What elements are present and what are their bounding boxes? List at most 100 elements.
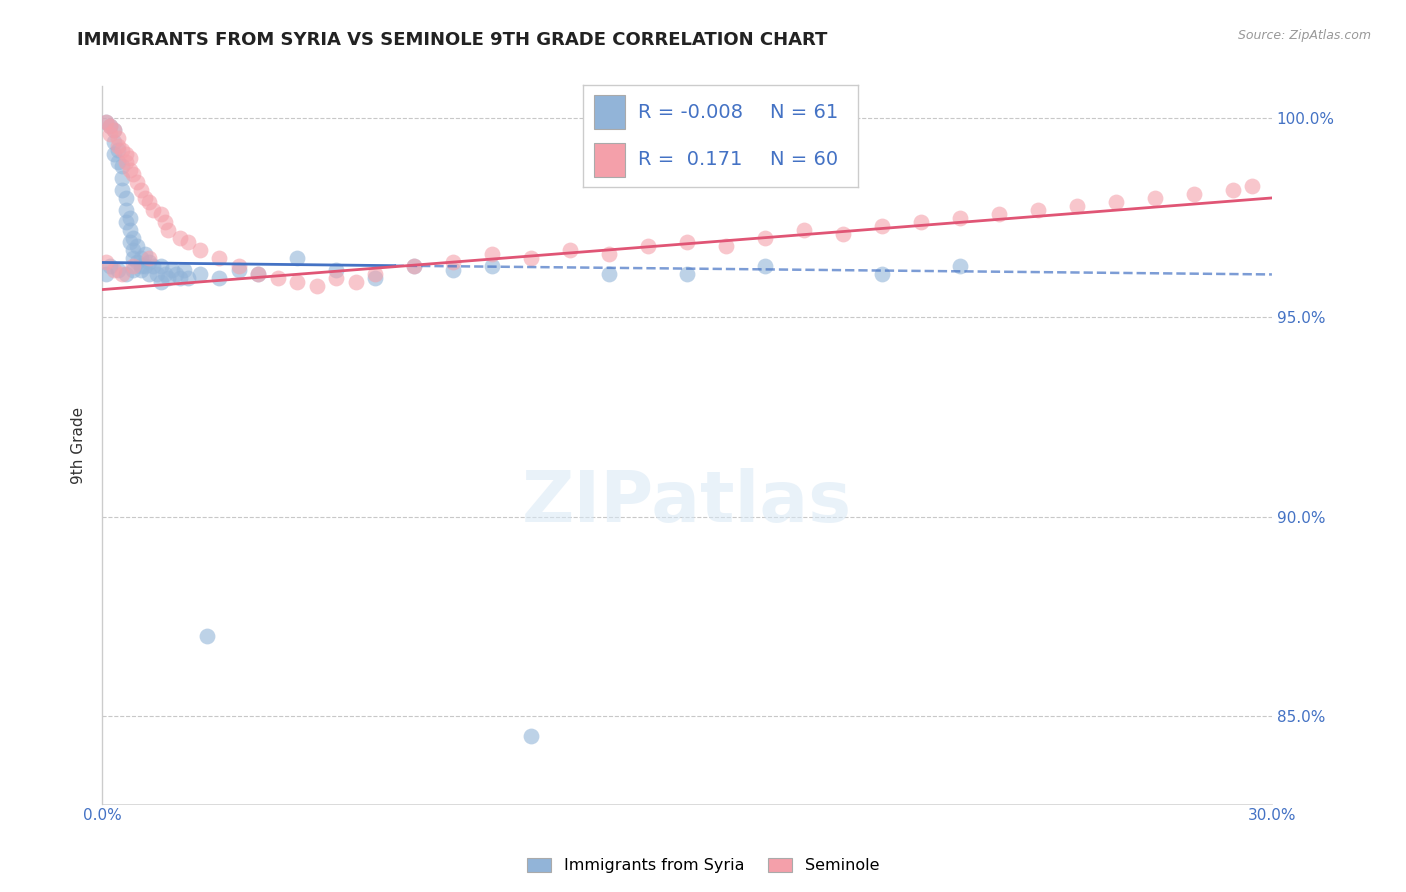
Point (149, 275, 172, 289)
Point (364, 267, 387, 281)
Point (228, 262, 250, 277)
Point (441, 262, 464, 277)
Point (208, 270, 231, 285)
FancyBboxPatch shape (595, 144, 624, 177)
Point (949, 259, 972, 273)
Point (138, 251, 160, 265)
Point (122, 259, 145, 273)
Point (173, 262, 195, 277)
Point (134, 246, 156, 260)
Point (111, 183, 134, 197)
Point (157, 223, 180, 237)
Point (114, 155, 136, 169)
Point (118, 151, 141, 165)
Point (285, 275, 308, 289)
Point (94, 254, 117, 268)
Text: N = 61: N = 61 (770, 103, 838, 122)
Y-axis label: 9th Grade: 9th Grade (72, 407, 86, 483)
Point (162, 262, 184, 277)
Point (1222, 183, 1244, 197)
Point (103, 262, 125, 277)
Point (1105, 194, 1128, 209)
Point (138, 254, 160, 268)
Point (188, 243, 211, 257)
Point (364, 270, 387, 285)
Point (558, 243, 581, 257)
Point (793, 223, 815, 237)
Point (98, 127, 121, 141)
Point (103, 123, 125, 137)
Point (94, 115, 117, 129)
Point (325, 270, 347, 285)
Point (122, 251, 145, 265)
Point (177, 235, 200, 249)
Point (481, 259, 503, 273)
Point (714, 239, 737, 253)
Point (520, 729, 543, 743)
FancyBboxPatch shape (595, 95, 624, 128)
Point (146, 267, 169, 281)
Point (134, 259, 156, 273)
Point (870, 267, 893, 281)
Point (754, 259, 776, 273)
Point (637, 239, 659, 253)
Point (103, 147, 125, 161)
Point (247, 267, 270, 281)
Point (98, 119, 121, 133)
Point (129, 251, 152, 265)
Point (285, 251, 308, 265)
Point (127, 254, 149, 268)
Point (169, 270, 191, 285)
Point (107, 155, 129, 169)
Legend: Immigrants from Syria, Seminole: Immigrants from Syria, Seminole (520, 851, 886, 880)
Point (481, 246, 503, 260)
Point (127, 239, 149, 253)
Point (118, 211, 141, 225)
Point (103, 135, 125, 149)
Point (134, 191, 156, 205)
Point (111, 143, 134, 157)
Point (149, 259, 172, 273)
Point (404, 259, 426, 273)
Point (870, 219, 893, 233)
Point (325, 262, 347, 277)
Point (1026, 202, 1049, 217)
Point (165, 267, 187, 281)
Point (832, 227, 855, 241)
Point (754, 231, 776, 245)
Point (118, 235, 141, 249)
Point (111, 159, 134, 173)
Point (228, 259, 250, 273)
Point (1066, 199, 1088, 213)
Point (988, 207, 1011, 221)
Text: R = -0.008: R = -0.008 (638, 103, 744, 122)
Point (910, 215, 932, 229)
Point (153, 267, 176, 281)
Point (188, 267, 211, 281)
Point (1182, 186, 1205, 201)
Point (169, 231, 191, 245)
Point (111, 267, 134, 281)
Point (114, 215, 136, 229)
Point (94, 115, 117, 129)
Point (129, 262, 152, 277)
Text: R =  0.171: R = 0.171 (638, 150, 742, 169)
Point (949, 211, 972, 225)
Point (344, 275, 367, 289)
Text: ZIPatlas: ZIPatlas (522, 468, 852, 537)
Point (107, 262, 129, 277)
Point (127, 175, 149, 189)
Point (122, 167, 145, 181)
Point (94, 267, 117, 281)
Point (157, 270, 180, 285)
Point (404, 259, 426, 273)
Point (247, 267, 270, 281)
Point (129, 183, 152, 197)
Point (114, 191, 136, 205)
Point (197, 629, 219, 643)
Point (441, 254, 464, 268)
Point (122, 243, 145, 257)
Point (153, 215, 176, 229)
Point (149, 207, 172, 221)
Point (208, 251, 231, 265)
